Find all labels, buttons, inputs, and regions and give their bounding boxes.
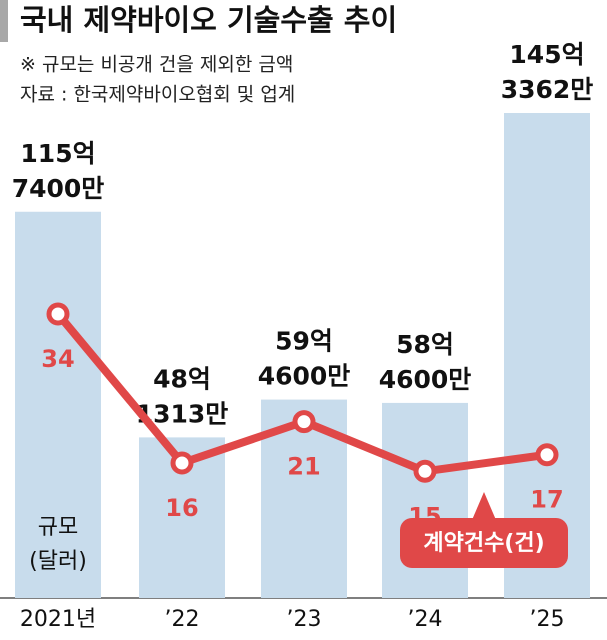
bar-value-label: 58억 [396,330,454,359]
line-point [46,302,70,326]
line-point [535,443,559,467]
line-value-label: 17 [530,486,563,514]
legend-pointer [472,492,496,520]
legend-label: 계약건수(건) [423,531,544,556]
bar-value-label: 4600만 [258,362,351,391]
x-tick-label: ’23 [287,607,322,632]
bar [382,402,468,598]
chart-title: 국내 제약바이오 기술수출 추이 [20,3,397,37]
line-point [292,410,316,434]
bar-value-label: 3362만 [501,75,594,104]
x-tick-label: 2021년 [20,607,96,632]
bar-series-unit: (달러) [29,549,87,574]
bar-value-label: 59억 [275,327,333,356]
bar-value-label: 48억 [153,364,211,393]
bar-value-label: 7400만 [12,174,105,203]
bar-value-label: 4600만 [379,365,472,394]
legend-badge [400,518,568,568]
bar-series-label: 규모 [38,515,78,540]
line-value-label: 16 [165,494,198,522]
bar [504,113,590,598]
x-tick-label: ’22 [165,607,200,632]
line-point [170,451,194,475]
x-tick-label: ’24 [408,607,443,632]
line-point [413,459,437,483]
line-value-label: 21 [287,453,320,481]
line-value-label: 34 [41,345,74,373]
source: 자료 : 한국제약바이오협회 및 업계 [20,84,295,106]
bar-value-label: 145억 [509,40,584,69]
x-tick-label: ’25 [530,607,565,632]
bar-value-label: 115억 [20,139,95,168]
title-accent [0,0,8,42]
bar [15,211,101,598]
subtitle: ※ 규모는 비공개 건을 제외한 금액 [20,54,293,76]
